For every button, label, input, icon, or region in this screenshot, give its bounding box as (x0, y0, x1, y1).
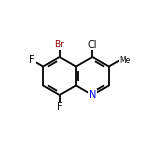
Text: Br: Br (55, 40, 64, 49)
Text: F: F (29, 55, 35, 65)
Text: Cl: Cl (88, 40, 97, 50)
Text: F: F (57, 102, 62, 112)
Text: Me: Me (120, 56, 131, 65)
Text: N: N (89, 90, 96, 100)
